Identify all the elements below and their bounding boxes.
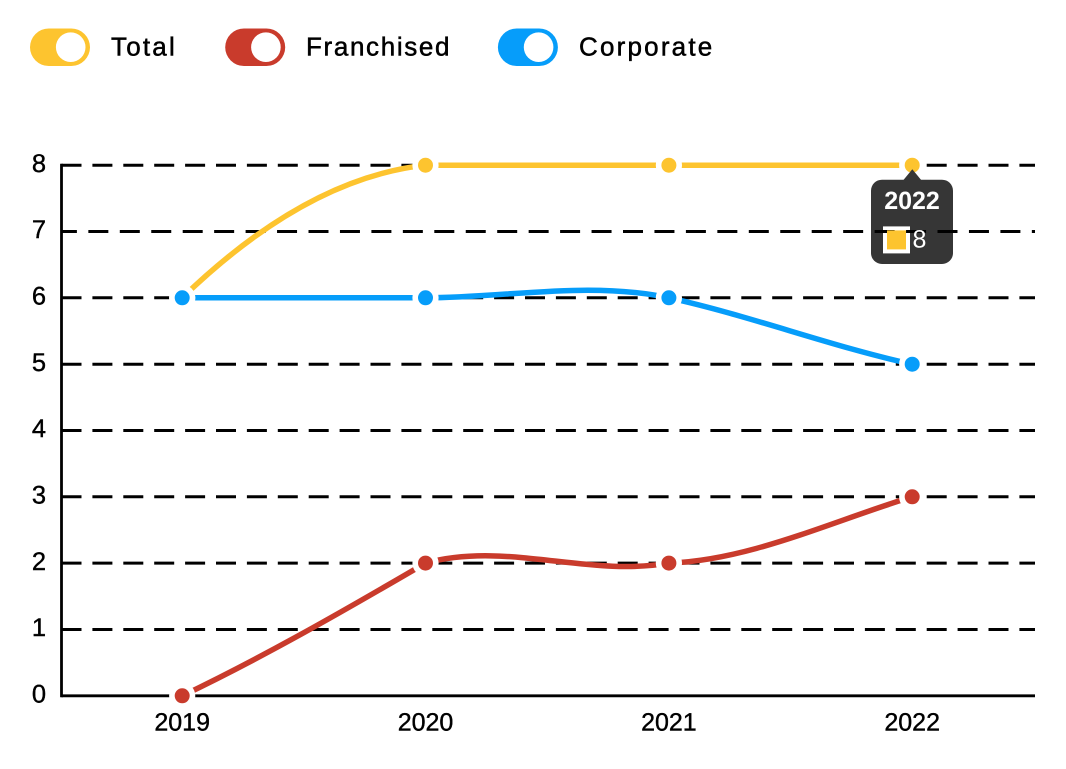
svg-text:2021: 2021 (641, 709, 697, 737)
svg-text:1: 1 (32, 614, 46, 642)
svg-text:2020: 2020 (398, 709, 454, 737)
svg-text:6: 6 (32, 283, 46, 311)
svg-text:7: 7 (32, 216, 46, 244)
svg-text:Franchised: Franchised (306, 32, 451, 62)
svg-text:Total: Total (111, 32, 177, 62)
svg-text:8: 8 (913, 225, 927, 253)
svg-text:2022: 2022 (884, 709, 940, 737)
svg-text:0: 0 (32, 681, 46, 709)
svg-text:2: 2 (32, 548, 46, 576)
svg-text:Corporate: Corporate (579, 32, 714, 62)
svg-text:8: 8 (32, 150, 46, 178)
svg-text:2019: 2019 (154, 709, 210, 737)
svg-text:2022: 2022 (884, 187, 940, 215)
svg-text:5: 5 (32, 349, 46, 377)
svg-text:3: 3 (32, 482, 46, 510)
svg-text:4: 4 (32, 415, 46, 443)
